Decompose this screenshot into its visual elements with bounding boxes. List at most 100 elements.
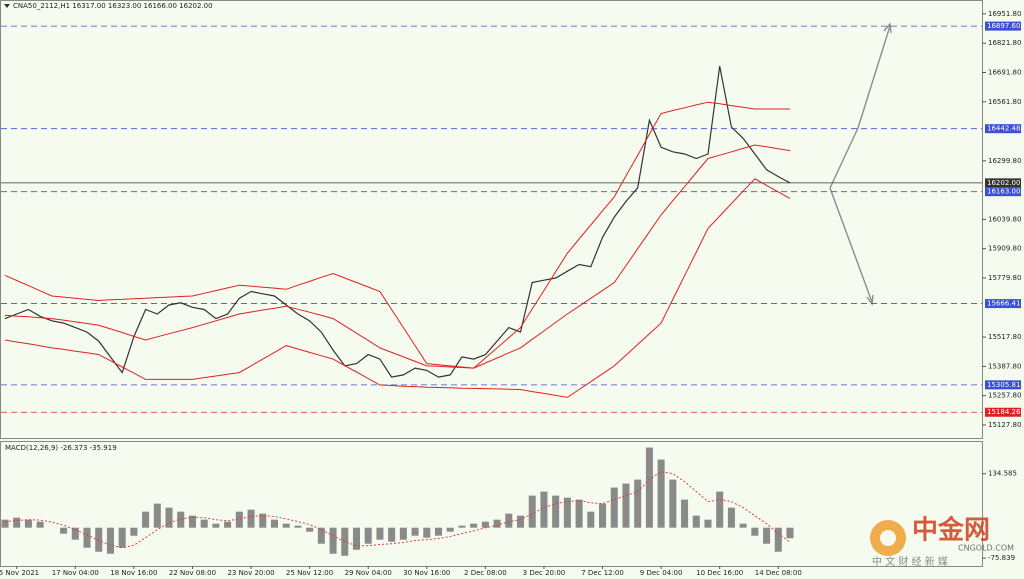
level-label: 15305.81 bbox=[987, 381, 1020, 389]
histogram-bar bbox=[575, 499, 583, 528]
histogram-bar bbox=[329, 527, 337, 554]
histogram-bar bbox=[470, 523, 478, 528]
y-tick-label: 15909.80 bbox=[988, 245, 1021, 253]
x-tick-label: 30 Nov 16:00 bbox=[403, 569, 450, 577]
menu-arrow bbox=[4, 4, 10, 8]
histogram-bar bbox=[352, 527, 361, 550]
histogram-bar bbox=[1, 519, 9, 528]
histogram-bar bbox=[270, 519, 278, 528]
y-tick-label: 16951.80 bbox=[988, 10, 1021, 18]
histogram-bar bbox=[317, 527, 325, 544]
level-label: 16897.60 bbox=[987, 22, 1020, 30]
histogram-bar bbox=[142, 511, 150, 528]
y-tick-label: 15127.80 bbox=[988, 421, 1021, 429]
histogram-bar bbox=[306, 527, 314, 532]
histogram-bar bbox=[704, 519, 712, 528]
histogram-bar bbox=[60, 527, 68, 534]
y-tick-label: 16821.80 bbox=[988, 39, 1021, 47]
histogram-bar bbox=[388, 527, 396, 542]
histogram-bar bbox=[599, 503, 607, 528]
histogram-bar bbox=[622, 483, 630, 528]
level-label: 16442.48 bbox=[987, 125, 1020, 133]
y-tick-label: 15779.80 bbox=[988, 274, 1021, 282]
arrow-line bbox=[857, 25, 891, 129]
histogram-bar bbox=[83, 527, 91, 548]
histogram-bar bbox=[13, 517, 21, 528]
histogram-bar bbox=[727, 507, 735, 528]
site: CNGOLD.COM bbox=[958, 544, 1014, 553]
histogram-bar bbox=[106, 527, 114, 554]
histogram-bar bbox=[71, 527, 79, 540]
histogram-bar bbox=[587, 511, 595, 528]
histogram-bar bbox=[634, 479, 642, 528]
histogram-bar bbox=[200, 519, 208, 528]
y-tick-label: 16691.80 bbox=[988, 68, 1021, 76]
histogram-bar bbox=[763, 527, 771, 544]
x-tick-label: 25 Nov 12:00 bbox=[286, 569, 333, 577]
x-tick-label: 3 Dec 20:00 bbox=[523, 569, 566, 577]
x-tick-label: 9 Dec 04:00 bbox=[640, 569, 683, 577]
level-label-box bbox=[985, 380, 1021, 390]
histogram-bar bbox=[177, 511, 185, 528]
level-label: 15184.26 bbox=[987, 408, 1021, 416]
series-line bbox=[4, 178, 791, 398]
x-tick-label: 10 Dec 16:00 bbox=[696, 569, 743, 577]
y-tick-label: 15517.80 bbox=[988, 333, 1021, 341]
histogram-bar bbox=[751, 527, 759, 536]
histogram-bar bbox=[95, 527, 103, 552]
x-tick-label: 14 Dec 08:00 bbox=[755, 569, 802, 577]
y-tick-label: 15387.80 bbox=[988, 362, 1021, 370]
chart-title: CNA50_2112,H1 16317.00 16323.00 16166.00… bbox=[13, 2, 213, 10]
level-label: 16202.00 bbox=[987, 179, 1020, 187]
x-tick-label: 18 Nov 16:00 bbox=[110, 569, 157, 577]
y-tick-label: 15257.80 bbox=[988, 392, 1021, 400]
histogram-bar bbox=[165, 507, 173, 528]
watermark: 中金网 CNGOLD.COM 中 文 财 经 新 媒 bbox=[870, 515, 1014, 568]
arrow-line bbox=[829, 187, 873, 303]
histogram-bar bbox=[657, 459, 665, 528]
x-tick-label: 15 Nov 2021 bbox=[0, 569, 39, 577]
histogram-bar bbox=[645, 447, 653, 528]
histogram-bar bbox=[282, 523, 290, 528]
histogram-bar bbox=[786, 527, 794, 539]
histogram-bar bbox=[434, 527, 443, 536]
series-line bbox=[4, 65, 791, 378]
histogram-bar bbox=[458, 525, 466, 528]
histogram-bar bbox=[493, 519, 501, 528]
histogram-bar bbox=[364, 527, 372, 544]
histogram-bar bbox=[423, 527, 431, 538]
level-label-box bbox=[985, 407, 1021, 417]
histogram-bar bbox=[692, 515, 700, 528]
brand: 中金网 bbox=[912, 515, 990, 546]
histogram-bar bbox=[224, 521, 232, 528]
histogram-bar bbox=[540, 491, 548, 528]
level-label-box bbox=[985, 299, 1021, 309]
level-label: 16163.00 bbox=[987, 188, 1020, 196]
histogram-bar bbox=[212, 523, 220, 528]
price-panel bbox=[0, 0, 983, 439]
x-tick-label: 17 Nov 04:00 bbox=[52, 569, 99, 577]
histogram-bar bbox=[118, 527, 126, 548]
series-line bbox=[4, 144, 791, 369]
projection-arrows bbox=[829, 22, 892, 306]
histogram-bar bbox=[130, 527, 138, 536]
histogram-bar bbox=[259, 513, 267, 528]
histogram-bar bbox=[739, 523, 747, 528]
histogram-bar bbox=[188, 515, 196, 528]
histogram-bar bbox=[411, 527, 419, 536]
level-label-box bbox=[985, 124, 1021, 134]
logo-inner bbox=[880, 530, 896, 546]
y-tick-label: -75.839 bbox=[988, 554, 1015, 562]
arrow-line bbox=[829, 127, 859, 189]
level-label-box bbox=[985, 178, 1021, 188]
histogram-bar bbox=[294, 525, 302, 528]
histogram-bar bbox=[563, 497, 571, 528]
arrow-head bbox=[866, 294, 874, 306]
histogram-bar bbox=[669, 479, 677, 528]
series-line bbox=[4, 471, 791, 549]
arrow-head bbox=[883, 22, 892, 34]
x-tick-label: 22 Nov 08:00 bbox=[169, 569, 216, 577]
series-line bbox=[4, 101, 790, 369]
level-label-box bbox=[985, 21, 1021, 31]
